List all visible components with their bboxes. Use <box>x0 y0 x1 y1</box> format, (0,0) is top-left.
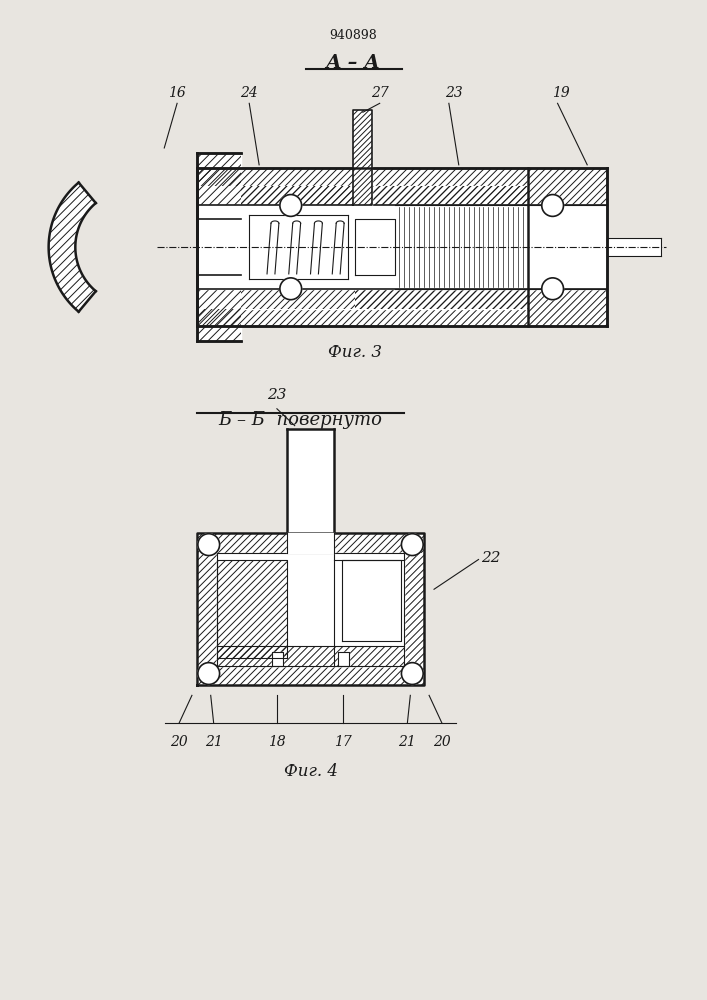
Text: 16: 16 <box>168 86 186 100</box>
Polygon shape <box>528 205 607 289</box>
Polygon shape <box>272 652 283 666</box>
Polygon shape <box>197 219 241 275</box>
Text: 23: 23 <box>445 86 462 100</box>
Polygon shape <box>355 289 528 309</box>
Polygon shape <box>241 289 355 309</box>
Text: 18: 18 <box>268 735 286 749</box>
Circle shape <box>402 663 423 684</box>
Polygon shape <box>355 186 528 205</box>
Polygon shape <box>355 219 395 275</box>
Text: Б – Б  повернуто: Б – Б повернуто <box>218 411 382 429</box>
Polygon shape <box>197 205 607 289</box>
Text: 20: 20 <box>433 735 451 749</box>
Text: 22: 22 <box>481 551 501 565</box>
Polygon shape <box>353 110 372 205</box>
Polygon shape <box>197 153 241 341</box>
Polygon shape <box>250 215 348 279</box>
Circle shape <box>542 195 563 216</box>
Text: Фиг. 3: Фиг. 3 <box>328 344 382 361</box>
Circle shape <box>280 278 302 300</box>
Text: Фиг. 4: Фиг. 4 <box>284 763 337 780</box>
Circle shape <box>198 534 220 556</box>
Circle shape <box>402 534 423 556</box>
Polygon shape <box>342 560 402 641</box>
Polygon shape <box>216 646 404 666</box>
Polygon shape <box>338 652 349 666</box>
Text: А – А: А – А <box>325 54 380 72</box>
Circle shape <box>542 278 563 300</box>
Polygon shape <box>287 429 334 533</box>
Text: 17: 17 <box>334 735 352 749</box>
Polygon shape <box>216 560 287 658</box>
Polygon shape <box>528 168 607 326</box>
Polygon shape <box>216 553 404 666</box>
Text: 24: 24 <box>240 86 258 100</box>
Polygon shape <box>395 205 528 289</box>
Text: 940898: 940898 <box>329 29 377 42</box>
Text: 21: 21 <box>399 735 416 749</box>
Polygon shape <box>241 186 355 205</box>
Text: 20: 20 <box>170 735 188 749</box>
Circle shape <box>280 195 302 216</box>
Text: 27: 27 <box>370 86 389 100</box>
Polygon shape <box>197 168 607 326</box>
Text: 19: 19 <box>551 86 569 100</box>
Polygon shape <box>607 238 661 256</box>
Polygon shape <box>287 533 334 553</box>
Text: 21: 21 <box>205 735 223 749</box>
Circle shape <box>198 663 220 684</box>
Polygon shape <box>334 553 404 666</box>
Polygon shape <box>197 533 424 685</box>
Polygon shape <box>49 183 95 312</box>
Text: 23: 23 <box>267 388 286 402</box>
